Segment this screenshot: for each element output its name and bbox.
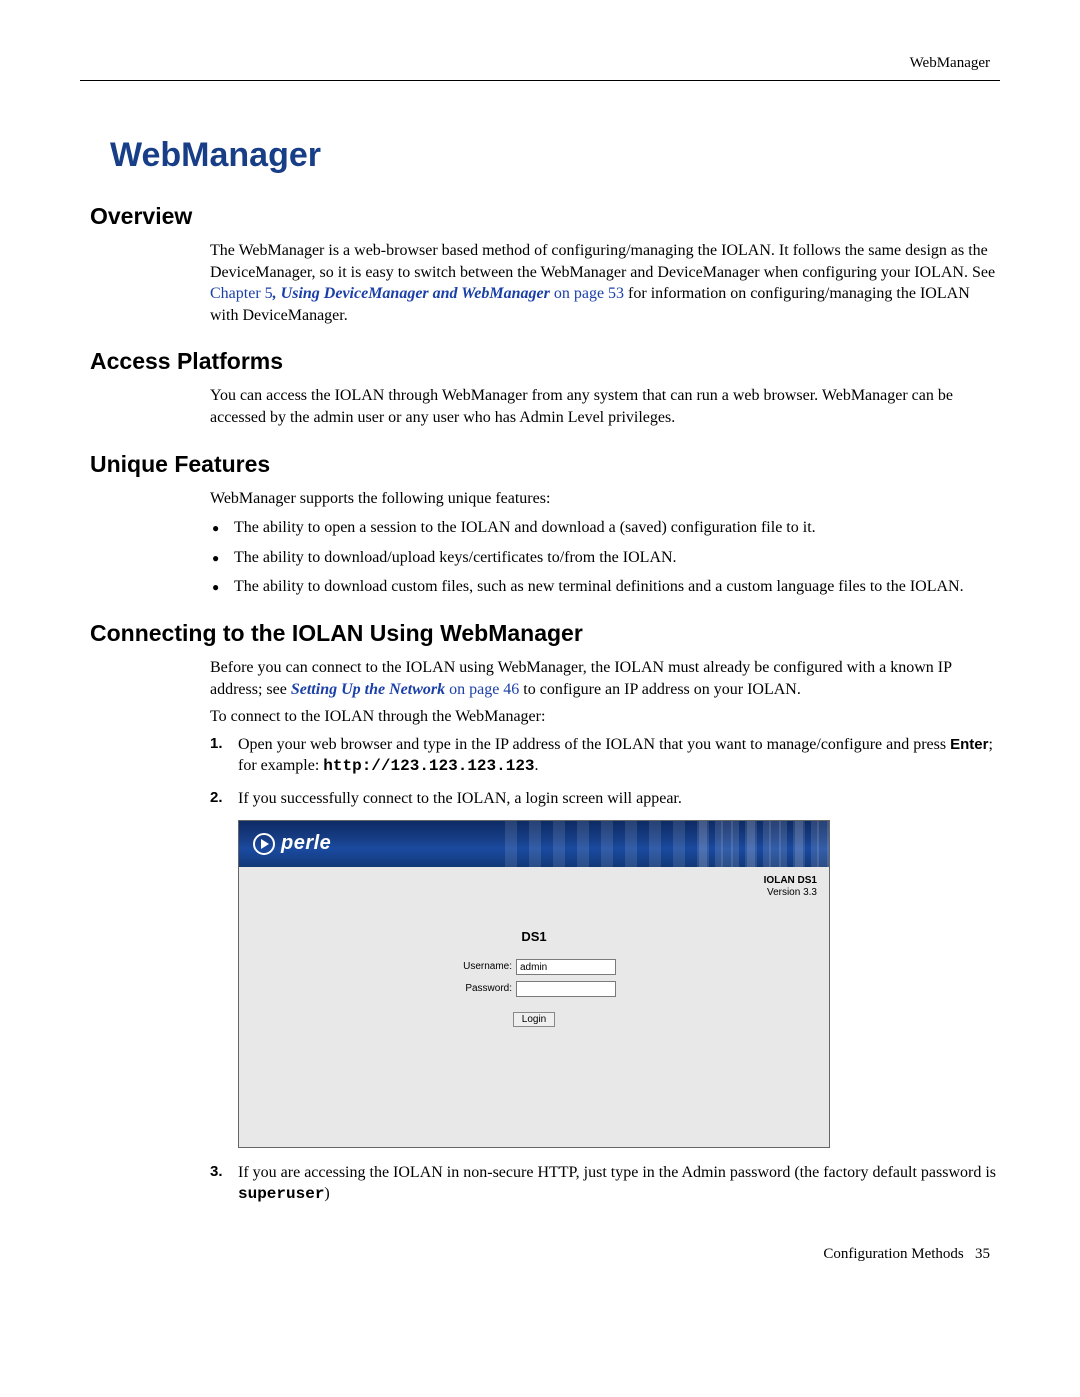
- connecting-body: Before you can connect to the IOLAN usin…: [210, 657, 1000, 1206]
- overview-text-1: The WebManager is a web-browser based me…: [210, 242, 995, 281]
- step-2-text: If you successfully connect to the IOLAN…: [238, 790, 682, 807]
- access-body: You can access the IOLAN through WebMana…: [210, 385, 1000, 428]
- username-label: Username:: [452, 960, 512, 974]
- link-setup-network[interactable]: Setting Up the Network: [291, 681, 445, 698]
- step-3: 3. If you are accessing the IOLAN in non…: [210, 1162, 1000, 1206]
- footer-section: Configuration Methods: [823, 1246, 963, 1262]
- login-meta: IOLAN DS1 Version 3.3: [251, 875, 817, 900]
- step-1-after: .: [535, 757, 539, 774]
- connecting-steps: 1. Open your web browser and type in the…: [210, 734, 1000, 1206]
- login-form: DS1 Username: Password: Login: [251, 928, 817, 1029]
- step-1: 1. Open your web browser and type in the…: [210, 734, 1000, 778]
- login-button-row: Login: [251, 1007, 817, 1029]
- section-overview-heading: Overview: [90, 203, 1000, 230]
- password-row: Password:: [251, 981, 817, 997]
- login-model: IOLAN DS1: [251, 875, 817, 888]
- link-chapter5[interactable]: Chapter 5: [210, 285, 273, 302]
- access-para: You can access the IOLAN through WebMana…: [210, 385, 1000, 428]
- section-features-heading: Unique Features: [90, 451, 1000, 478]
- step-3-code: superuser: [238, 1185, 324, 1203]
- step-1-num: 1.: [210, 734, 223, 754]
- features-body: WebManager supports the following unique…: [210, 488, 1000, 598]
- header-chapter: WebManager: [80, 55, 1000, 72]
- step-3-before: If you are accessing the IOLAN in non-se…: [238, 1164, 996, 1181]
- step-1-before: Open your web browser and type in the IP…: [238, 736, 950, 753]
- perle-logo-text: perle: [281, 830, 331, 857]
- connecting-p2: To connect to the IOLAN through the WebM…: [210, 706, 1000, 728]
- link-using-dm-sep[interactable]: ,: [273, 285, 281, 302]
- feature-item-1: The ability to open a session to the IOL…: [210, 517, 1000, 539]
- feature-item-3: The ability to download custom files, su…: [210, 576, 1000, 598]
- login-screenshot: perle IOLAN DS1 Version 3.3 DS1 Username…: [238, 820, 830, 1148]
- banner-stripes-2: [699, 821, 829, 867]
- step-1-enter: Enter: [950, 736, 988, 753]
- footer-page-number: 35: [975, 1246, 990, 1262]
- login-banner: perle: [239, 821, 829, 867]
- login-button[interactable]: Login: [513, 1012, 555, 1027]
- login-body: IOLAN DS1 Version 3.3 DS1 Username: Pass…: [239, 867, 829, 1147]
- page-footer: Configuration Methods 35: [80, 1246, 1000, 1263]
- step-3-after: ): [324, 1185, 329, 1202]
- overview-body: The WebManager is a web-browser based me…: [210, 240, 1000, 326]
- step-2-num: 2.: [210, 788, 223, 808]
- link-page53[interactable]: on page 53: [550, 285, 624, 302]
- feature-item-2: The ability to download/upload keys/cert…: [210, 547, 1000, 569]
- header-rule: [80, 80, 1000, 81]
- login-form-title: DS1: [251, 928, 817, 946]
- step-2: 2. If you successfully connect to the IO…: [210, 788, 1000, 1148]
- features-intro: WebManager supports the following unique…: [210, 488, 1000, 510]
- section-connecting-heading: Connecting to the IOLAN Using WebManager: [90, 620, 1000, 647]
- username-row: Username:: [251, 959, 817, 975]
- page-title: WebManager: [110, 136, 1000, 175]
- login-version: Version 3.3: [251, 887, 817, 900]
- password-input[interactable]: [516, 981, 616, 997]
- step-1-code: http://123.123.123.123: [323, 757, 534, 775]
- link-page46[interactable]: on page 46: [445, 681, 519, 698]
- section-access-heading: Access Platforms: [90, 348, 1000, 375]
- username-input[interactable]: [516, 959, 616, 975]
- features-list: The ability to open a session to the IOL…: [210, 517, 1000, 598]
- link-using-dm-wm[interactable]: Using DeviceManager and WebManager: [281, 285, 550, 302]
- step-3-num: 3.: [210, 1162, 223, 1182]
- password-label: Password:: [452, 982, 512, 996]
- connecting-p1-after: to configure an IP address on your IOLAN…: [519, 681, 801, 698]
- perle-logo-icon: [253, 833, 275, 855]
